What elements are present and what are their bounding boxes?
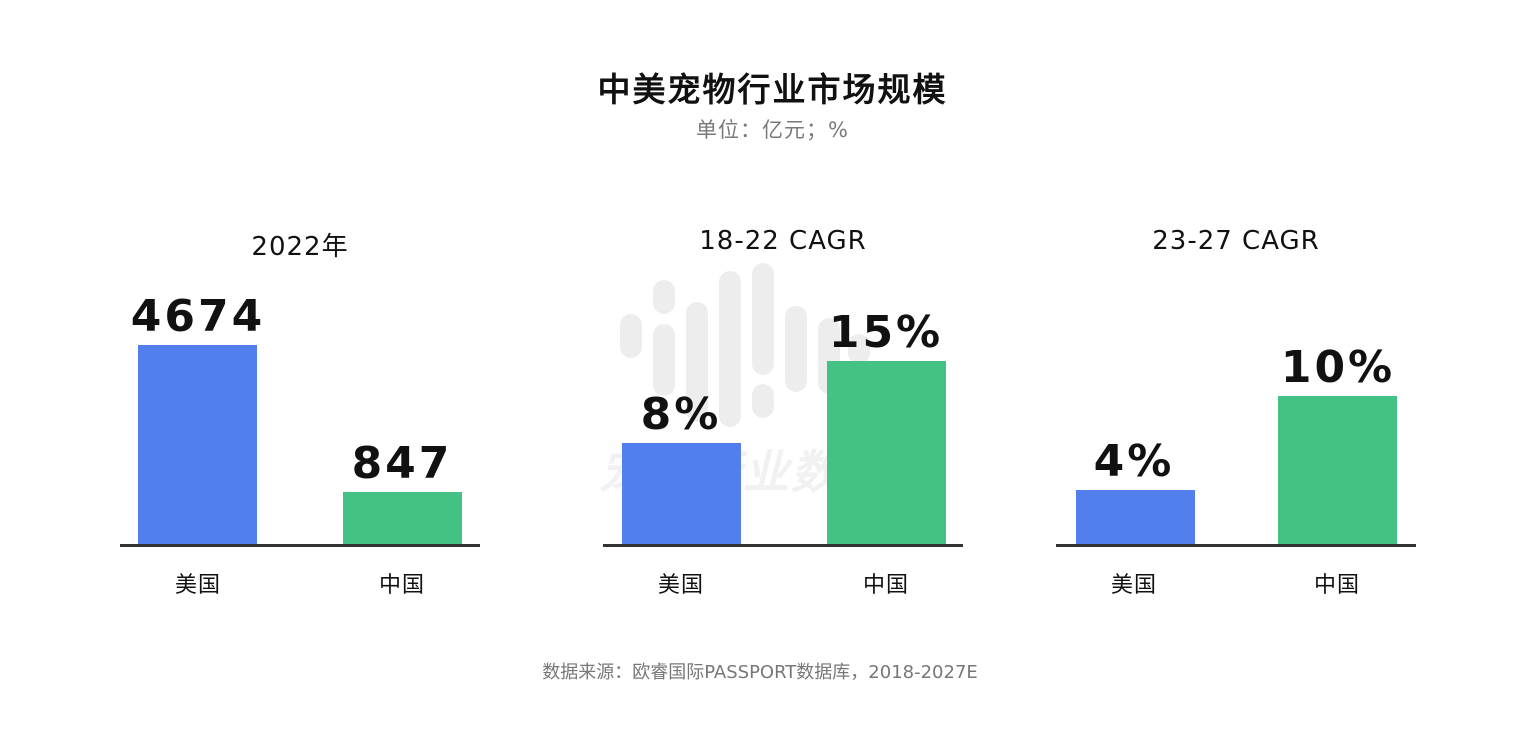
category-label-china: 中国 (378, 573, 425, 598)
bar-usa (138, 345, 257, 544)
x-axis-line (1056, 544, 1416, 547)
category-label-usa: 美国 (1110, 573, 1157, 598)
bar-value-usa: 8% (640, 389, 722, 440)
panel-2022-market-size: 2022年 4674 847 美国 中国 (120, 220, 480, 610)
bar-value-china: 15% (828, 307, 944, 358)
category-label-usa: 美国 (657, 573, 704, 598)
bar-value-usa: 4674 (130, 291, 266, 342)
category-label-usa: 美国 (174, 573, 221, 598)
bar-china (343, 492, 462, 544)
x-axis-line (120, 544, 480, 547)
data-source-note: 数据来源：欧睿国际PASSPORT数据库，2018-2027E (542, 662, 978, 683)
category-label-china: 中国 (1313, 573, 1360, 598)
panel-23-27-cagr: 23-27 CAGR 4% 10% 美国 中国 (1056, 220, 1416, 610)
bar-usa (622, 443, 741, 544)
panel-18-22-cagr: 18-22 CAGR 8% 15% 美国 中国 (603, 220, 963, 610)
panel-title: 23-27 CAGR (1152, 226, 1320, 256)
panel-title: 2022年 (251, 232, 349, 262)
bar-value-china: 847 (351, 438, 453, 489)
chart-subtitle-units: 单位：亿元；% (696, 118, 849, 142)
bar-china (827, 361, 946, 544)
chart-title: 中美宠物行业市场规模 (597, 70, 948, 109)
category-label-china: 中国 (862, 573, 909, 598)
x-axis-line (603, 544, 963, 547)
bar-usa (1076, 490, 1195, 544)
panel-title: 18-22 CAGR (699, 226, 867, 256)
bar-china (1278, 396, 1397, 544)
bar-value-usa: 4% (1093, 436, 1175, 487)
bar-value-china: 10% (1280, 342, 1396, 393)
